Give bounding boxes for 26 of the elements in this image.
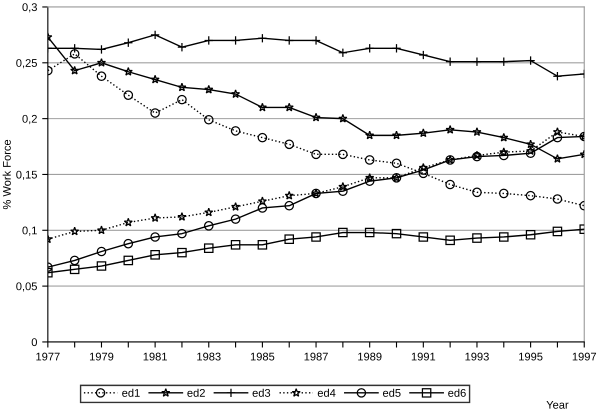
legend-label: ed2 (187, 388, 205, 397)
x-tick-label: 1979 (90, 352, 114, 361)
y-tick-label: 0,3 (22, 3, 37, 12)
y-tick-label: 0 (32, 338, 37, 346)
x-tick-label: 1995 (519, 352, 542, 361)
legend-label: ed5 (382, 388, 401, 397)
y-tick-label: 0,15 (16, 170, 37, 180)
x-tick-label: 1977 (36, 352, 60, 361)
legend-label: ed6 (448, 388, 466, 397)
x-axis-title: Year (546, 400, 568, 409)
y-tick-label: 0,05 (16, 282, 37, 292)
x-tick-label: 1991 (412, 352, 436, 361)
x-tick-label: 1987 (304, 352, 328, 361)
x-tick-label: 1985 (250, 352, 274, 361)
x-tick-label: 1981 (144, 352, 167, 361)
legend-label: ed1 (122, 388, 140, 397)
y-tick-label: 0,1 (22, 226, 37, 236)
y-tick-label: 0,2 (22, 114, 37, 124)
x-tick-label: 1997 (572, 352, 596, 361)
legend-label: ed4 (318, 388, 336, 397)
x-tick-label: 1993 (465, 352, 489, 361)
legend-label: ed3 (252, 388, 270, 397)
y-tick-label: 0,25 (16, 59, 37, 68)
x-tick-label: 1989 (358, 352, 382, 361)
x-tick-label: 1983 (197, 352, 221, 361)
y-axis-title: % Work Force (2, 140, 11, 210)
